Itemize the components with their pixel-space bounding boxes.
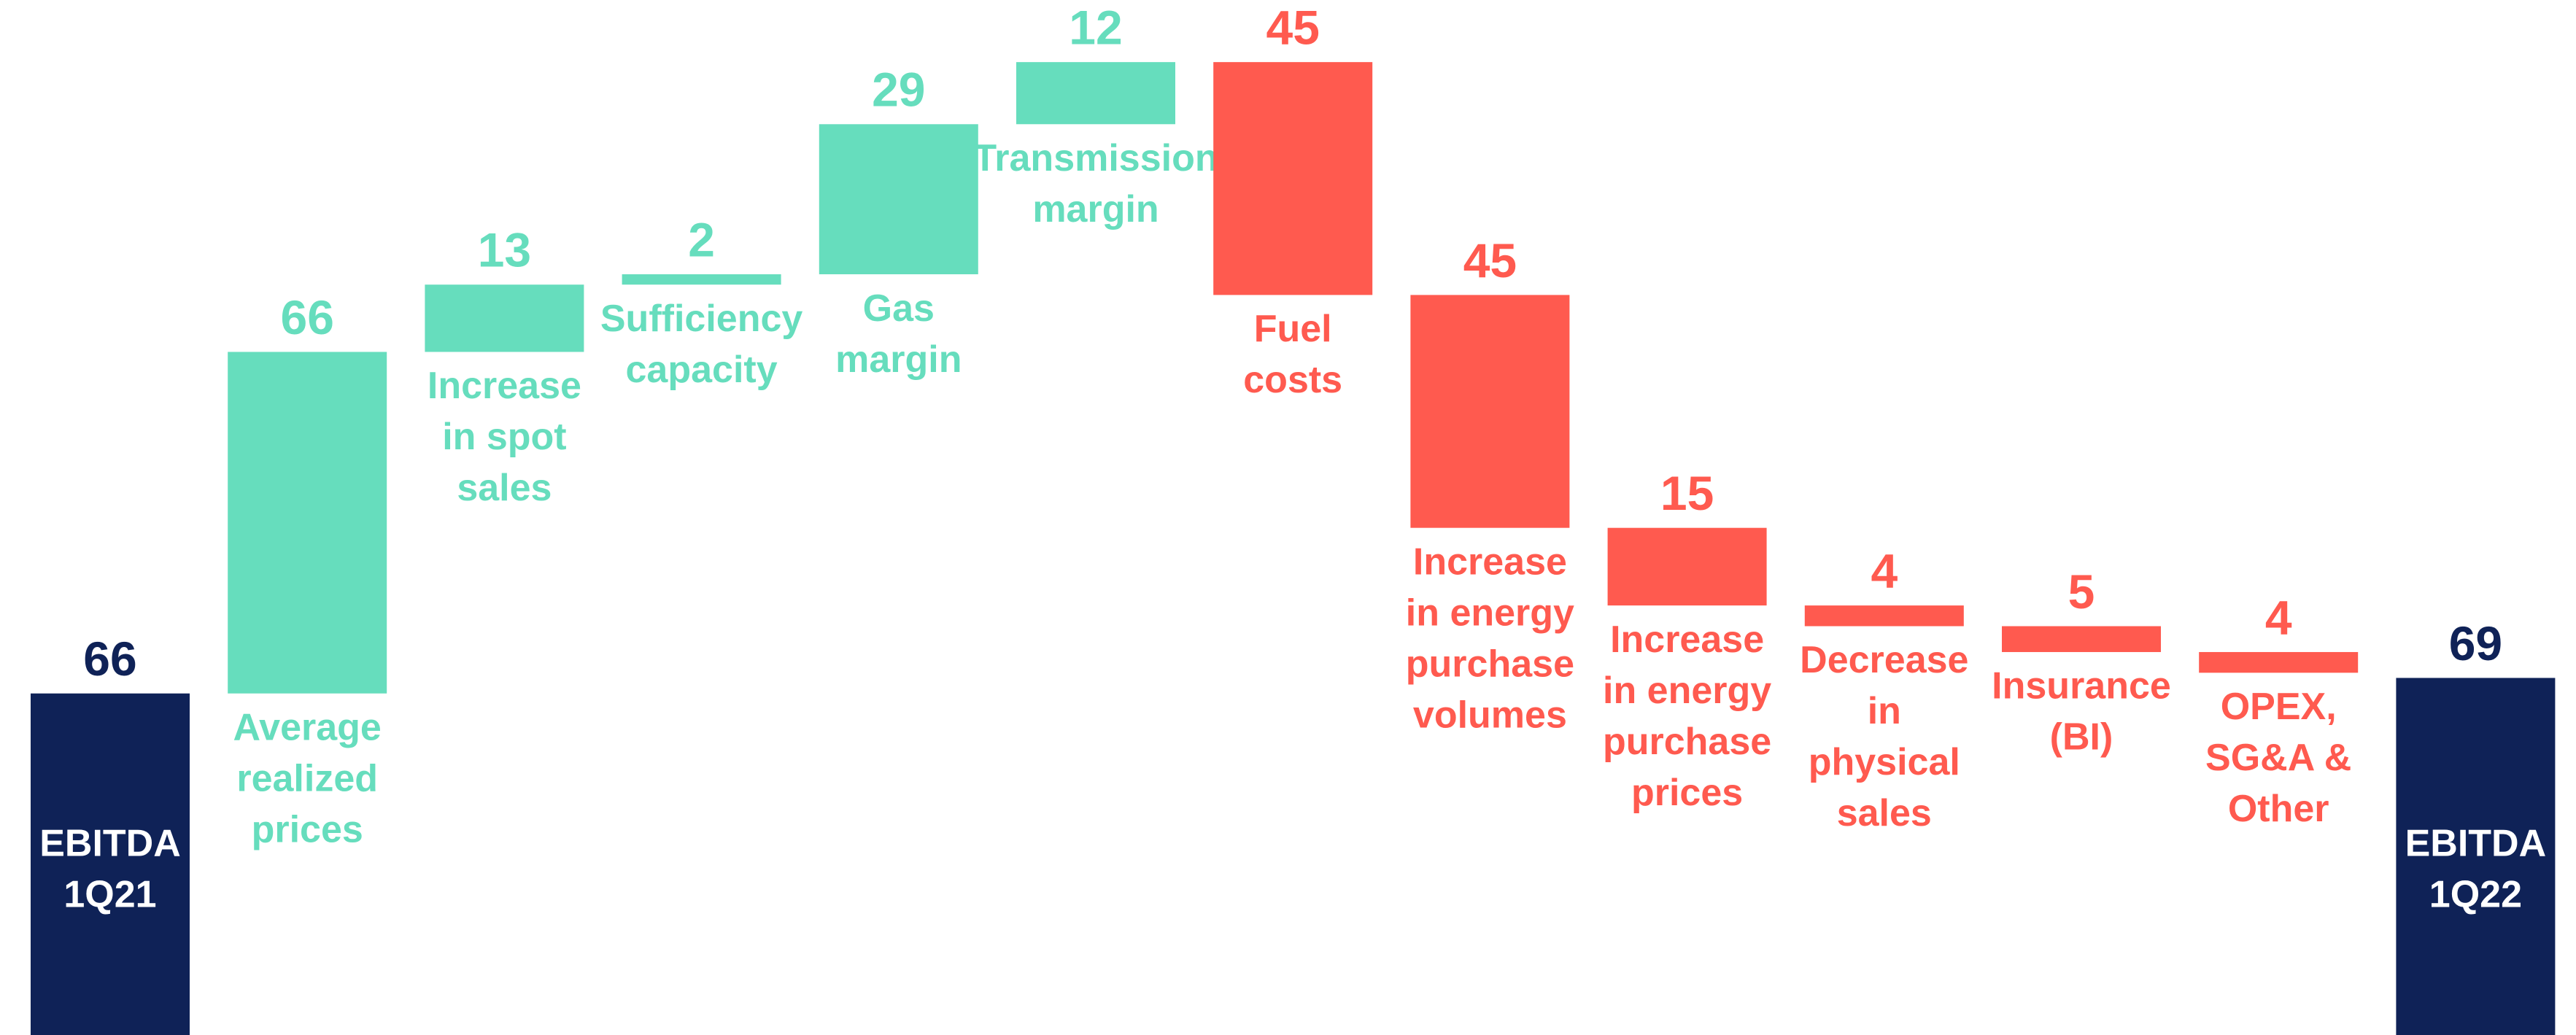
value-label: 13	[478, 223, 531, 277]
category-label: OPEX,	[2221, 686, 2337, 728]
value-label: 4	[1871, 544, 1898, 598]
category-label: in	[1868, 690, 1901, 732]
bar	[1213, 62, 1373, 295]
category-label: Increase	[1413, 540, 1567, 583]
category-label: purchase	[1603, 721, 1771, 763]
value-label: 66	[280, 290, 333, 344]
category-label: in spot	[442, 416, 566, 458]
value-label: 69	[2449, 616, 2502, 670]
bar	[1804, 605, 1964, 627]
category-label: SG&A &	[2205, 737, 2351, 779]
category-label: 1Q21	[63, 874, 156, 916]
value-label: 5	[2068, 565, 2095, 619]
bar	[1016, 62, 1175, 125]
value-label: 66	[83, 632, 136, 686]
category-label: Decrease	[1800, 639, 1968, 681]
category-label: realized	[236, 757, 378, 799]
category-label: 1Q22	[2429, 874, 2522, 916]
category-label: capacity	[626, 349, 778, 391]
category-label: purchase	[1406, 643, 1574, 685]
bar	[2396, 678, 2556, 1035]
value-label: 15	[1660, 466, 1714, 520]
bar	[425, 284, 584, 352]
category-label: Fuel	[1254, 308, 1332, 350]
category-label: Sufficiency	[600, 298, 802, 340]
category-label: Gas	[863, 287, 935, 330]
category-label: Average	[233, 706, 382, 748]
category-label: margin	[835, 338, 962, 381]
bar	[1410, 295, 1570, 528]
category-label: costs	[1243, 359, 1342, 401]
category-label: EBITDA	[2405, 823, 2547, 865]
value-label: 29	[872, 63, 925, 117]
category-label: sales	[457, 467, 552, 509]
value-label: 12	[1069, 1, 1122, 55]
category-label: Transmission	[973, 137, 1218, 179]
value-label: 4	[2265, 590, 2292, 644]
category-label: Increase	[428, 365, 581, 407]
value-label: 45	[1266, 1, 1319, 55]
category-label: Increase	[1610, 619, 1764, 661]
bar	[228, 352, 387, 694]
bar	[2002, 626, 2161, 652]
category-label: physical	[1809, 741, 1960, 783]
category-label: volumes	[1413, 694, 1567, 736]
bar	[2199, 651, 2359, 673]
category-label: prices	[252, 808, 363, 850]
category-label: in energy	[1406, 592, 1574, 634]
category-label: (BI)	[2050, 716, 2113, 759]
bar	[622, 274, 781, 285]
category-label: in energy	[1603, 670, 1771, 712]
category-label: EBITDA	[39, 823, 181, 865]
category-label: prices	[1631, 772, 1743, 814]
category-label: margin	[1032, 188, 1159, 230]
category-label: Insurance	[1992, 665, 2171, 708]
bar	[31, 693, 190, 1035]
value-label: 2	[688, 212, 715, 266]
bar	[1607, 527, 1767, 606]
value-label: 45	[1463, 233, 1517, 287]
category-label: Other	[2228, 788, 2329, 830]
bar	[819, 124, 978, 275]
category-label: sales	[1837, 792, 1932, 834]
